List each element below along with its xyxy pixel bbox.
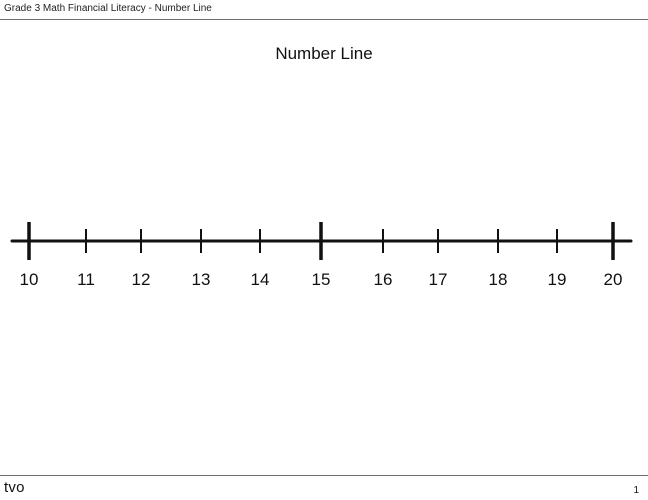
tick-label: 16	[374, 270, 393, 289]
header-title: Grade 3 Math Financial Literacy - Number…	[4, 3, 212, 14]
tvo-logo: tvo	[4, 479, 25, 496]
number-line: 10 11 12 13 14 15 16 17 18 19 20	[10, 222, 633, 289]
tick-label: 19	[548, 270, 567, 289]
page-footer: tvo 1	[0, 475, 648, 500]
tick-label: 14	[251, 270, 270, 289]
number-line-ticks	[27, 222, 615, 260]
tick-label: 15	[312, 270, 331, 289]
page-header: Grade 3 Math Financial Literacy - Number…	[0, 0, 648, 20]
tick-label: 20	[604, 270, 623, 289]
page-number: 1	[633, 485, 639, 496]
tick-label: 11	[77, 270, 95, 289]
number-line-labels: 10 11 12 13 14 15 16 17 18 19 20	[20, 270, 623, 289]
page-title: Number Line	[275, 44, 373, 63]
tick-label: 10	[20, 270, 39, 289]
tick-label: 12	[132, 270, 151, 289]
tick-label: 17	[429, 270, 448, 289]
tick-label: 18	[489, 270, 508, 289]
tick-label: 13	[192, 270, 211, 289]
